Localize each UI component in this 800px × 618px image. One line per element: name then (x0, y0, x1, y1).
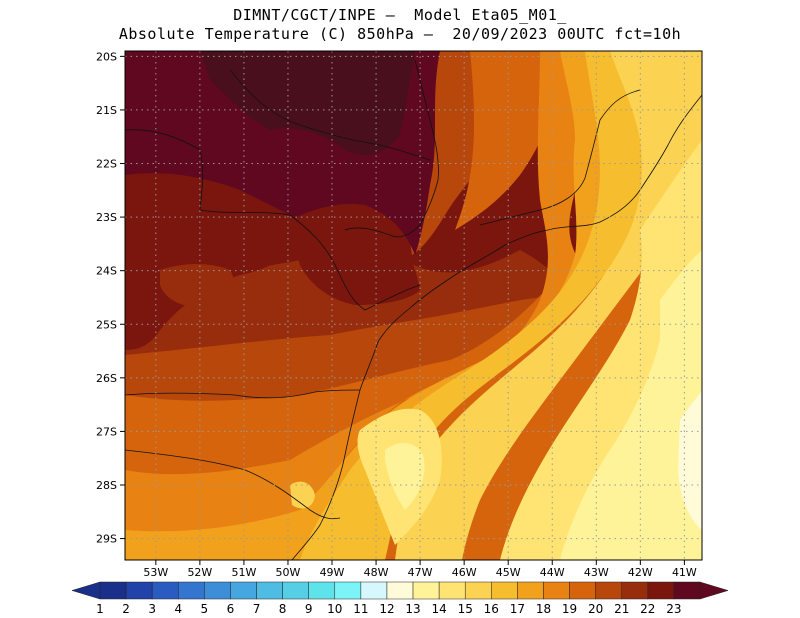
colorbar-swatch (360, 581, 388, 600)
colorbar-label: 2 (122, 602, 130, 616)
colorbar-swatch (673, 581, 701, 600)
lon-label: 49W (320, 566, 345, 579)
lon-label: 48W (364, 566, 389, 579)
colorbar-swatch (647, 581, 675, 600)
colorbar-label: 15 (458, 602, 473, 616)
lat-label: 21S (96, 104, 117, 117)
colorbar-swatch (595, 581, 622, 600)
lon-label: 43W (584, 566, 609, 579)
colorbar-label: 4 (174, 602, 182, 616)
field-max (200, 51, 415, 155)
colorbar-arrow-high (699, 581, 729, 600)
lon-axis: 53W 52W 51W 50W 49W 48W 47W 46W 45W 44W 43W 42W 41W (143, 560, 697, 579)
field-15-coast (290, 481, 315, 509)
lat-label: 23S (96, 211, 117, 224)
colorbar-label: 19 (562, 602, 577, 616)
state-border-sp-pr (199, 209, 421, 311)
colorbar-label: 20 (588, 602, 603, 616)
lon-label: 42W (628, 566, 653, 579)
colorbar-swatch (412, 581, 440, 600)
colorbar-label: 9 (305, 602, 313, 616)
lat-label: 20S (96, 50, 117, 63)
field-13-tongue (385, 443, 425, 510)
colorbar-swatch (569, 581, 596, 600)
colorbar-label: 18 (536, 602, 551, 616)
lat-label: 25S (96, 318, 117, 331)
colorbar-swatch (386, 581, 414, 600)
boundaries (125, 59, 702, 560)
lat-axis: 20S 21S 22S 23S 24S 25S 26S 27S 28S 29S (96, 50, 125, 546)
colorbar-swatch (204, 581, 231, 600)
lat-label: 26S (96, 372, 117, 385)
colorbar-swatch (151, 581, 179, 600)
colorbar-label: 3 (148, 602, 156, 616)
lon-label: 45W (496, 566, 521, 579)
field-22-south (125, 173, 320, 350)
state-border-mg-rj-es (479, 89, 641, 226)
field-13 (560, 250, 702, 560)
lon-label: 53W (143, 566, 168, 579)
colorbar-label: 23 (666, 602, 681, 616)
colorbar-swatch (334, 581, 362, 600)
lon-label: 46W (452, 566, 477, 579)
colorbar-label: 8 (279, 602, 287, 616)
colorbar-swatch (621, 581, 649, 600)
colorbar-swatch (464, 581, 492, 600)
colorbar-swatch (438, 581, 466, 600)
state-border-sc-rs (125, 449, 341, 520)
lon-label: 47W (408, 566, 433, 579)
colorbar-label: 13 (405, 602, 420, 616)
temperature-field (125, 51, 702, 560)
title-line-2: Absolute Temperature (C) 850hPa — 20/09/… (118, 25, 682, 43)
colorbar-label: 10 (327, 602, 342, 616)
colorbar-label: 1 (96, 602, 104, 616)
lat-label: 29S (96, 533, 117, 546)
colorbar: 1 2 3 4 5 6 7 8 9 10 11 12 13 14 15 16 17 18 19 20 21 22 23 (71, 581, 729, 616)
colorbar-label: 17 (510, 602, 525, 616)
colorbar-label: 6 (227, 602, 235, 616)
colorbar-label: 14 (431, 602, 446, 616)
lon-label: 51W (231, 566, 256, 579)
lat-label: 24S (96, 265, 117, 278)
colorbar-label: 5 (201, 602, 209, 616)
colorbar-swatch (99, 581, 127, 600)
state-border-mg-sp (344, 59, 439, 238)
lat-label: 28S (96, 479, 117, 492)
colorbar-label: 11 (353, 602, 368, 616)
colorbar-label: 7 (253, 602, 261, 616)
colorbar-label: 21 (614, 602, 629, 616)
colorbar-swatch (230, 581, 257, 600)
lat-label: 22S (96, 158, 117, 171)
colorbar-arrow-low (71, 581, 101, 600)
colorbar-swatch (517, 581, 544, 600)
field-19-east (455, 51, 560, 230)
colorbar-swatch (125, 581, 153, 600)
coastline (291, 94, 702, 560)
state-border-pr-sc (125, 389, 361, 399)
field-21-west (160, 264, 234, 307)
lon-label: 44W (540, 566, 565, 579)
colorbar-label: 16 (484, 602, 499, 616)
colorbar-swatch (543, 581, 570, 600)
colorbar-label: 22 (640, 602, 655, 616)
lat-lon-grid (125, 51, 702, 560)
field-15 (395, 51, 702, 560)
colorbar-swatch (178, 581, 205, 600)
field-19 (125, 51, 702, 560)
field-18 (125, 51, 585, 560)
lat-label: 27S (96, 425, 117, 438)
lon-label: 41W (672, 566, 697, 579)
field-22-center (290, 214, 420, 305)
colorbar-swatch (256, 581, 283, 600)
title-line-1: DIMNT/CGCT/INPE — Model Eta05_M01_ (233, 6, 567, 24)
map-frame (124, 50, 703, 561)
colorbar-swatch (282, 581, 309, 600)
colorbar-label: 12 (379, 602, 394, 616)
lon-label: 50W (276, 566, 301, 579)
colorbar-swatch (308, 581, 336, 600)
state-border-ms-go (125, 129, 204, 211)
colorbar-swatch (491, 581, 518, 600)
lon-label: 52W (187, 566, 212, 579)
